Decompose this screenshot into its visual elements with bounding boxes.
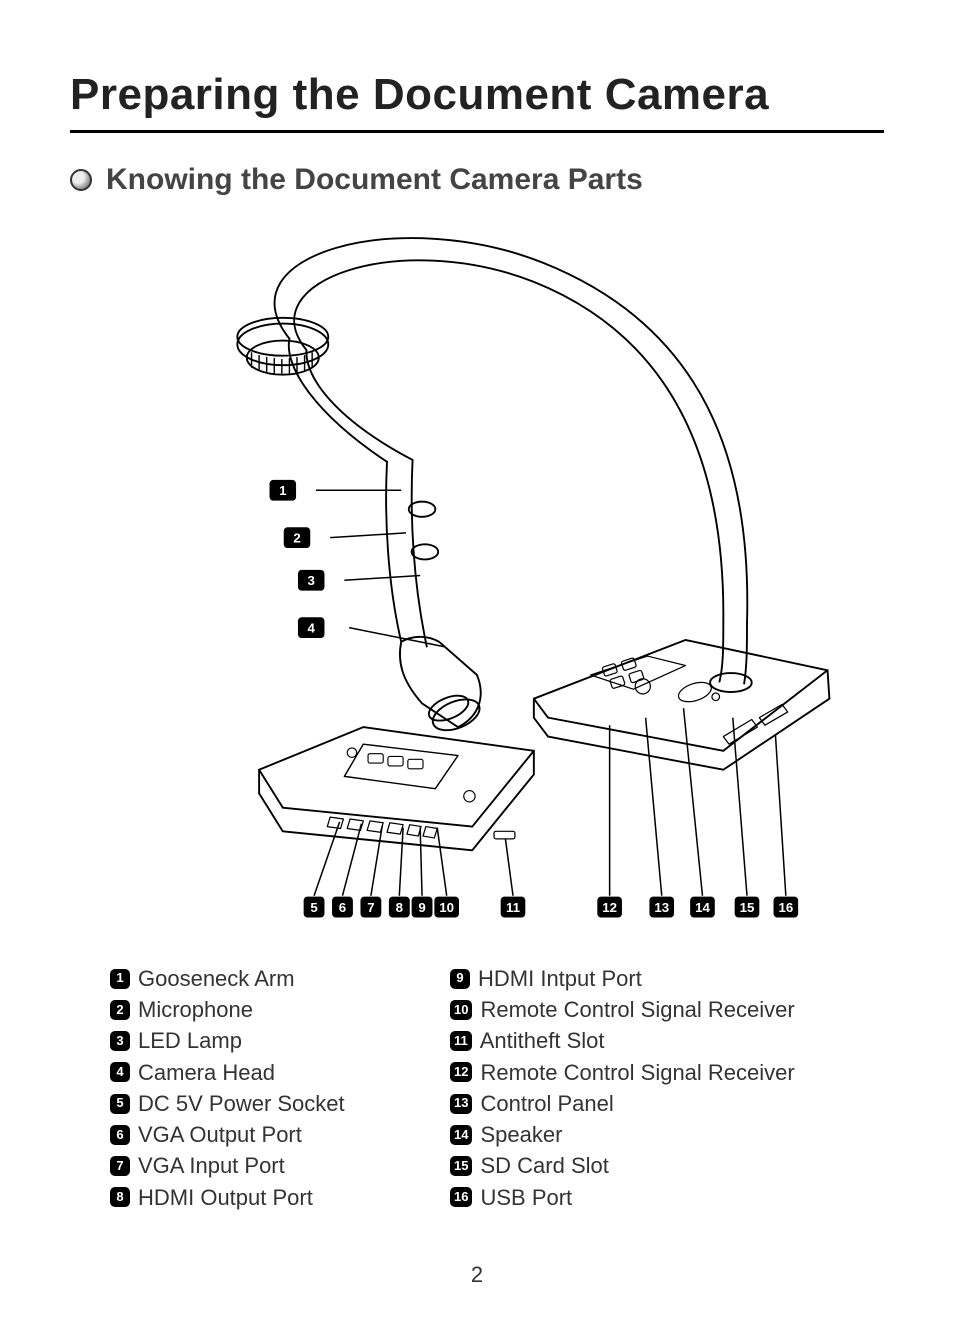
parts-diagram: 12345678910111213141516 bbox=[117, 215, 837, 955]
legend-item: 1 Gooseneck Arm bbox=[110, 963, 410, 994]
legend-label: Control Panel bbox=[480, 1088, 613, 1119]
svg-text:16: 16 bbox=[778, 900, 793, 915]
legend-item: 7 VGA Input Port bbox=[110, 1150, 410, 1181]
page-title: Preparing the Document Camera bbox=[70, 70, 884, 133]
legend-badge: 8 bbox=[110, 1187, 130, 1207]
legend-badge: 4 bbox=[110, 1062, 130, 1082]
legend-label: SD Card Slot bbox=[480, 1150, 608, 1181]
legend-label: HDMI Intput Port bbox=[478, 963, 642, 994]
legend-item: 4 Camera Head bbox=[110, 1057, 410, 1088]
legend-badge: 15 bbox=[450, 1156, 472, 1176]
legend-badge: 14 bbox=[450, 1125, 472, 1145]
legend-badge: 1 bbox=[110, 969, 130, 989]
legend-item: 5 DC 5V Power Socket bbox=[110, 1088, 410, 1119]
legend-badge: 16 bbox=[450, 1187, 472, 1207]
legend-item: 16 USB Port bbox=[450, 1182, 810, 1213]
legend-label: USB Port bbox=[480, 1182, 572, 1213]
legend-label: Remote Control Signal Receiver bbox=[480, 1057, 794, 1088]
legend-badge: 2 bbox=[110, 1000, 130, 1020]
legend-badge: 10 bbox=[450, 1000, 472, 1020]
svg-text:7: 7 bbox=[367, 900, 374, 915]
svg-text:4: 4 bbox=[308, 620, 316, 635]
svg-text:12: 12 bbox=[602, 900, 617, 915]
legend-item: 9 HDMI Intput Port bbox=[450, 963, 810, 994]
legend-label: Microphone bbox=[138, 994, 253, 1025]
legend-item: 12 Remote Control Signal Receiver bbox=[450, 1057, 810, 1088]
svg-text:10: 10 bbox=[439, 900, 454, 915]
manual-page: Preparing the Document Camera Knowing th… bbox=[0, 0, 954, 1324]
legend-column-left: 1 Gooseneck Arm 2 Microphone 3 LED Lamp 4 Camer… bbox=[110, 963, 410, 1213]
legend-item: 6 VGA Output Port bbox=[110, 1119, 410, 1150]
svg-text:11: 11 bbox=[506, 900, 520, 915]
legend-label: Speaker bbox=[480, 1119, 562, 1150]
legend-label: Camera Head bbox=[138, 1057, 275, 1088]
svg-text:9: 9 bbox=[418, 900, 425, 915]
legend-badge: 13 bbox=[450, 1094, 472, 1114]
legend-label: Remote Control Signal Receiver bbox=[480, 994, 794, 1025]
legend-item: 14 Speaker bbox=[450, 1119, 810, 1150]
legend-item: 13 Control Panel bbox=[450, 1088, 810, 1119]
svg-text:15: 15 bbox=[740, 900, 755, 915]
legend-item: 10 Remote Control Signal Receiver bbox=[450, 994, 810, 1025]
svg-text:13: 13 bbox=[654, 900, 669, 915]
legend-label: VGA Input Port bbox=[138, 1150, 285, 1181]
legend-item: 2 Microphone bbox=[110, 994, 410, 1025]
svg-text:6: 6 bbox=[339, 900, 346, 915]
legend-label: HDMI Output Port bbox=[138, 1182, 313, 1213]
section-heading: Knowing the Document Camera Parts bbox=[70, 163, 884, 197]
legend-badge: 6 bbox=[110, 1125, 130, 1145]
bullet-icon bbox=[70, 169, 92, 191]
legend-label: LED Lamp bbox=[138, 1025, 242, 1056]
legend-badge: 3 bbox=[110, 1031, 130, 1051]
svg-text:8: 8 bbox=[396, 900, 403, 915]
legend-item: 3 LED Lamp bbox=[110, 1025, 410, 1056]
legend-badge: 9 bbox=[450, 969, 470, 989]
svg-text:14: 14 bbox=[695, 900, 710, 915]
legend-item: 8 HDMI Output Port bbox=[110, 1182, 410, 1213]
svg-text:5: 5 bbox=[310, 900, 317, 915]
svg-text:1: 1 bbox=[279, 483, 286, 498]
parts-legend: 1 Gooseneck Arm 2 Microphone 3 LED Lamp 4 Camer… bbox=[110, 963, 874, 1213]
svg-text:2: 2 bbox=[293, 530, 300, 545]
section-heading-text: Knowing the Document Camera Parts bbox=[106, 163, 643, 197]
legend-label: DC 5V Power Socket bbox=[138, 1088, 345, 1119]
legend-badge: 5 bbox=[110, 1094, 130, 1114]
legend-item: 15 SD Card Slot bbox=[450, 1150, 810, 1181]
legend-badge: 11 bbox=[450, 1031, 472, 1051]
legend-label: VGA Output Port bbox=[138, 1119, 302, 1150]
legend-item: 11 Antitheft Slot bbox=[450, 1025, 810, 1056]
legend-label: Antitheft Slot bbox=[480, 1025, 605, 1056]
legend-column-right: 9 HDMI Intput Port 10 Remote Control Signal… bbox=[450, 963, 810, 1213]
svg-text:3: 3 bbox=[308, 573, 315, 588]
legend-badge: 7 bbox=[110, 1156, 130, 1176]
legend-badge: 12 bbox=[450, 1062, 472, 1082]
page-number: 2 bbox=[0, 1262, 954, 1288]
legend-label: Gooseneck Arm bbox=[138, 963, 295, 994]
